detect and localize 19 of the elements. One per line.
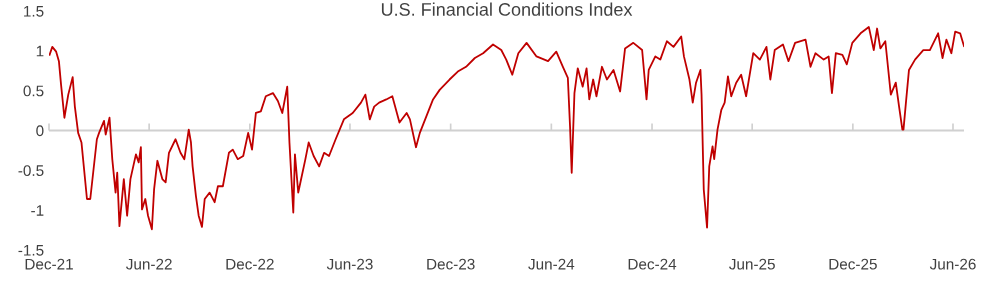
x-tick-label: Dec-24	[628, 258, 677, 270]
y-tick-label: 1	[36, 45, 44, 57]
chart-title: U.S. Financial Conditions Index	[381, 2, 633, 16]
y-tick-label: -1.5	[18, 245, 44, 256]
x-tick-label: Dec-25	[829, 258, 877, 270]
y-tick-label: 0	[36, 125, 44, 137]
y-tick-label: -0.5	[18, 165, 44, 177]
x-tick-label: Dec-23	[427, 258, 475, 270]
y-tick-label: -1	[31, 205, 44, 216]
x-tick-label: Dec-22	[226, 258, 274, 270]
line-series	[49, 26, 964, 231]
y-tick-label: 0.5	[23, 85, 44, 97]
x-tick-label: Jun-25	[729, 258, 775, 270]
x-tick-label: Dec-21	[25, 258, 73, 270]
y-tick-label: 1.5	[24, 6, 44, 17]
x-tick-label: Jun-24	[528, 258, 575, 270]
x-tick-label: Jun-22	[126, 258, 172, 270]
x-tick-label: Jun-26	[929, 258, 976, 270]
x-tick-label: Jun-23	[326, 258, 373, 270]
